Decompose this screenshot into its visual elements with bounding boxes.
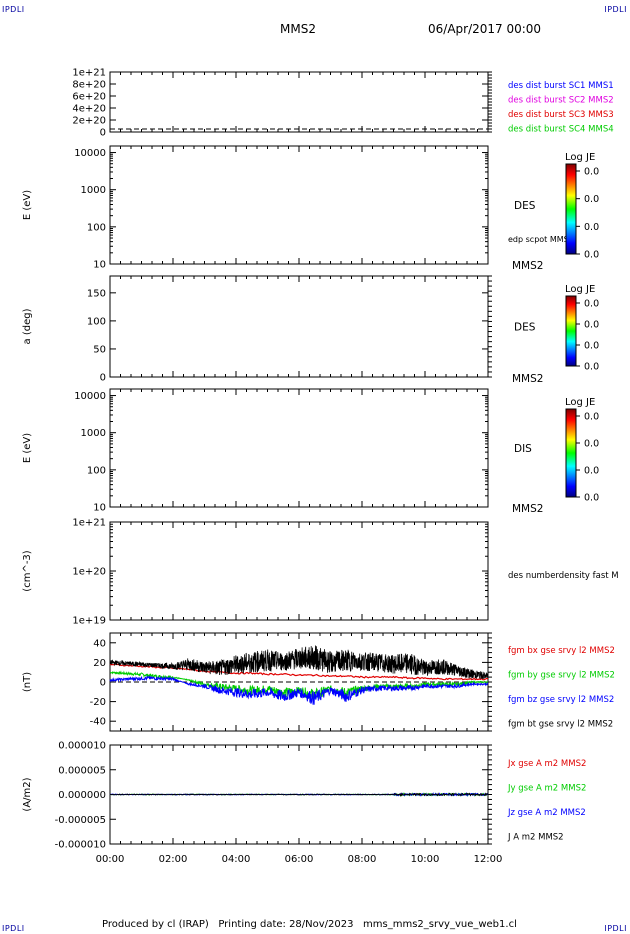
corner-label-top-right: IPDLI bbox=[604, 5, 627, 14]
colorbar-tick-label: 0.0 bbox=[584, 466, 599, 477]
colorbar-tick-label: 0.0 bbox=[584, 320, 599, 331]
legend-entry: des dist burst SC1 MMS1 bbox=[508, 81, 614, 91]
colorbar-title: Log JE bbox=[565, 397, 595, 408]
y-tick-label: 10 bbox=[93, 260, 106, 271]
colorbar-tick-label: 0.0 bbox=[584, 439, 599, 450]
x-tick-label: 08:00 bbox=[348, 854, 377, 865]
legend-entry: des dist burst SC2 MMS2 bbox=[508, 96, 614, 106]
y-tick-label: 4e+20 bbox=[72, 104, 106, 115]
y-tick-label: 1e+20 bbox=[72, 567, 106, 578]
corner-label-bottom-left: IPDLI bbox=[2, 924, 25, 933]
panel-frame-3 bbox=[109, 388, 489, 508]
x-tick-label: 04:00 bbox=[222, 854, 251, 865]
y-axis-label: E (eV) bbox=[22, 190, 33, 220]
spacecraft-label: MMS2 bbox=[512, 503, 543, 515]
x-tick-label: 12:00 bbox=[474, 854, 503, 865]
y-tick-label: 100 bbox=[87, 465, 106, 476]
x-tick-label: 00:00 bbox=[96, 854, 125, 865]
y-tick-label: 1000 bbox=[81, 185, 106, 196]
x-tick-label: 02:00 bbox=[159, 854, 188, 865]
y-tick-label: 150 bbox=[87, 288, 106, 299]
spacecraft-label: MMS2 bbox=[512, 373, 543, 385]
y-tick-label: 1e+21 bbox=[72, 68, 106, 79]
y-tick-label: 0 bbox=[100, 678, 106, 689]
legend-entry: fgm bz gse srvy l2 MMS2 bbox=[508, 695, 614, 705]
legend-entry: Jx gse A m2 MMS2 bbox=[507, 759, 586, 769]
colorbar bbox=[565, 295, 577, 367]
panel-frame-4 bbox=[109, 521, 489, 621]
y-tick-label: 0.000010 bbox=[58, 741, 106, 752]
y-axis-label: (A/m2) bbox=[22, 777, 33, 811]
colorbar-title: Log JE bbox=[565, 284, 595, 295]
legend-entry: fgm bt gse srvy l2 MMS2 bbox=[508, 720, 613, 730]
colorbar-tick-label: 0.0 bbox=[584, 299, 599, 310]
series-line-bt bbox=[109, 645, 489, 680]
corner-label-bottom-right: IPDLI bbox=[604, 924, 627, 933]
y-axis-label: a (deg) bbox=[22, 308, 33, 344]
y-tick-label: 10 bbox=[93, 503, 106, 514]
header-mission: MMS2 bbox=[280, 22, 316, 36]
panel-frame-1 bbox=[109, 145, 489, 265]
legend-entry: des dist burst SC3 MMS3 bbox=[508, 110, 614, 120]
y-tick-label: -0.000010 bbox=[55, 840, 106, 851]
y-tick-label: 0.000000 bbox=[58, 790, 106, 801]
legend-entry: fgm bx gse srvy l2 MMS2 bbox=[508, 646, 615, 656]
legend-entry: J A m2 MMS2 bbox=[507, 833, 564, 843]
y-tick-label: 100 bbox=[87, 316, 106, 327]
series-line-bx bbox=[109, 663, 489, 681]
y-tick-label: 2e+20 bbox=[72, 116, 106, 127]
y-tick-label: 0 bbox=[100, 373, 106, 384]
legend-entry: des numberdensity fast M bbox=[508, 571, 619, 581]
y-tick-label: 1000 bbox=[81, 428, 106, 439]
y-tick-label: 40 bbox=[93, 638, 106, 649]
y-tick-label: -40 bbox=[90, 717, 106, 728]
overlay-label: edp scpot MMS2 bbox=[508, 235, 574, 244]
y-axis-label: (cm^-3) bbox=[22, 550, 33, 591]
panel-frame-2 bbox=[109, 275, 489, 378]
legend-entry: Jy gse A m2 MMS2 bbox=[507, 784, 586, 794]
colorbar-tick-label: 0.0 bbox=[584, 362, 599, 373]
colorbar-tick-label: 0.0 bbox=[584, 493, 599, 504]
colorbar-title: Log JE bbox=[565, 152, 595, 163]
y-tick-label: 100 bbox=[87, 222, 106, 233]
colorbar-tick-label: 0.0 bbox=[584, 250, 599, 261]
instrument-label: DES bbox=[514, 200, 536, 212]
y-tick-label: 10000 bbox=[74, 391, 106, 402]
colorbar bbox=[565, 408, 577, 498]
legend-entry: Jz gse A m2 MMS2 bbox=[507, 808, 586, 818]
corner-label-top-left: IPDLI bbox=[2, 5, 25, 14]
colorbar-tick-label: 0.0 bbox=[584, 167, 599, 178]
y-tick-label: 6e+20 bbox=[72, 92, 106, 103]
panel-frame-0 bbox=[109, 71, 489, 133]
y-axis-label: E (eV) bbox=[22, 433, 33, 463]
footer-credits: Produced by cl (IRAP) Printing date: 28/… bbox=[102, 919, 517, 930]
series-line-bz bbox=[109, 674, 489, 706]
instrument-label: DIS bbox=[514, 443, 532, 455]
y-tick-label: 50 bbox=[93, 344, 106, 355]
header-date: 06/Apr/2017 00:00 bbox=[428, 22, 542, 36]
y-axis-label: (nT) bbox=[22, 672, 33, 692]
colorbar-tick-label: 0.0 bbox=[584, 412, 599, 423]
y-tick-label: 1e+19 bbox=[72, 616, 106, 627]
y-tick-label: -0.000005 bbox=[55, 815, 106, 826]
legend-entry: des dist burst SC4 MMS4 bbox=[508, 125, 614, 135]
spacecraft-label: MMS2 bbox=[512, 260, 543, 272]
colorbar-tick-label: 0.0 bbox=[584, 222, 599, 233]
legend-entry: fgm by gse srvy l2 MMS2 bbox=[508, 671, 615, 681]
colorbar-tick-label: 0.0 bbox=[584, 194, 599, 205]
y-tick-label: 1e+21 bbox=[72, 518, 106, 529]
y-tick-label: 10000 bbox=[74, 148, 106, 159]
colorbar-tick-label: 0.0 bbox=[584, 341, 599, 352]
colorbar bbox=[565, 163, 577, 255]
series-line-current bbox=[109, 792, 489, 797]
x-tick-label: 10:00 bbox=[411, 854, 440, 865]
y-tick-label: 0.000005 bbox=[58, 765, 106, 776]
instrument-label: DES bbox=[514, 322, 536, 334]
x-tick-label: 06:00 bbox=[285, 854, 314, 865]
y-tick-label: 20 bbox=[93, 658, 106, 669]
y-tick-label: 0 bbox=[100, 128, 106, 139]
y-tick-label: 8e+20 bbox=[72, 80, 106, 91]
y-tick-label: -20 bbox=[90, 697, 106, 708]
